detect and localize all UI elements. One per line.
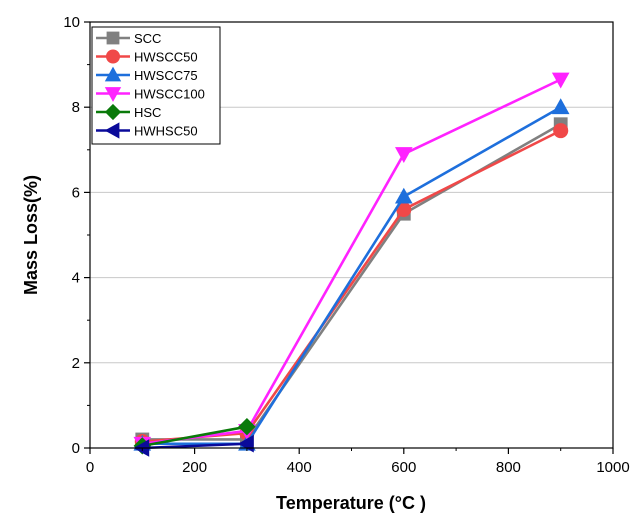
- legend-item: HWSCC100: [96, 87, 205, 102]
- y-tick-label: 10: [63, 14, 80, 31]
- x-tick-label: 600: [391, 459, 416, 476]
- series-line: [142, 129, 562, 443]
- legend-marker: [106, 31, 120, 45]
- legend-item: HWSCC75: [96, 66, 198, 83]
- data-point: [394, 147, 413, 164]
- x-tick-label: 1000: [596, 459, 629, 476]
- series-line: [142, 425, 248, 448]
- legend-box: [91, 26, 221, 145]
- x-tick-label: 800: [496, 459, 521, 476]
- x-tick-label: 400: [287, 459, 312, 476]
- data-point: [394, 187, 413, 204]
- legend-marker: [106, 49, 121, 64]
- legend-marker: [104, 122, 120, 139]
- legend-item: HWHSC50: [96, 122, 198, 139]
- data-point: [551, 98, 570, 115]
- series-line: [142, 442, 247, 450]
- y-tick-label: 0: [72, 440, 80, 457]
- y-tick-label: 8: [72, 99, 80, 116]
- legend-label: HWHSC50: [134, 124, 198, 139]
- legend-item: HSC: [96, 103, 161, 121]
- legend-item: SCC: [96, 31, 161, 46]
- legend-marker: [104, 103, 122, 121]
- legend-marker: [104, 87, 122, 102]
- series-HWSCC75: [133, 98, 570, 451]
- series-layer: [133, 72, 570, 457]
- legend: SCC HWSCC50 HWSCC75 HWSCC100 HSC HWHSC50: [91, 26, 221, 145]
- x-tick-label: 0: [86, 459, 94, 476]
- legend-marker: [104, 66, 122, 82]
- legend-label: SCC: [134, 31, 161, 46]
- legend-item: HWSCC50: [96, 50, 198, 65]
- series-HWSCC50: [134, 123, 569, 450]
- x-axis-title: Temperature (°C ): [276, 493, 426, 513]
- y-tick-label: 2: [72, 355, 80, 372]
- x-tick-label: 200: [182, 459, 207, 476]
- legend-label: HWSCC75: [134, 68, 198, 83]
- grid-lines: [90, 106, 613, 364]
- axes: 0 2 4 6 8 10 0 200 400 600 800 1000: [63, 14, 629, 476]
- legend-label: HSC: [134, 105, 161, 120]
- data-point: [553, 123, 569, 139]
- y-axis-title: Mass Loss(%): [21, 175, 41, 295]
- legend-label: HWSCC100: [134, 87, 205, 102]
- data-point: [551, 72, 570, 89]
- legend-label: HWSCC50: [134, 50, 198, 65]
- y-tick-label: 4: [72, 270, 80, 287]
- data-point: [238, 418, 256, 436]
- series-line: [142, 106, 562, 446]
- y-tick-label: 6: [72, 184, 80, 201]
